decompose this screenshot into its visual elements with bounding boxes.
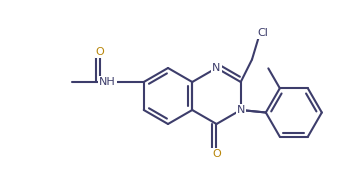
Text: O: O	[96, 47, 104, 57]
Text: N: N	[237, 105, 245, 115]
Text: Cl: Cl	[257, 28, 268, 38]
Text: NH: NH	[99, 77, 116, 87]
Text: O: O	[212, 149, 221, 159]
Text: N: N	[212, 63, 221, 73]
